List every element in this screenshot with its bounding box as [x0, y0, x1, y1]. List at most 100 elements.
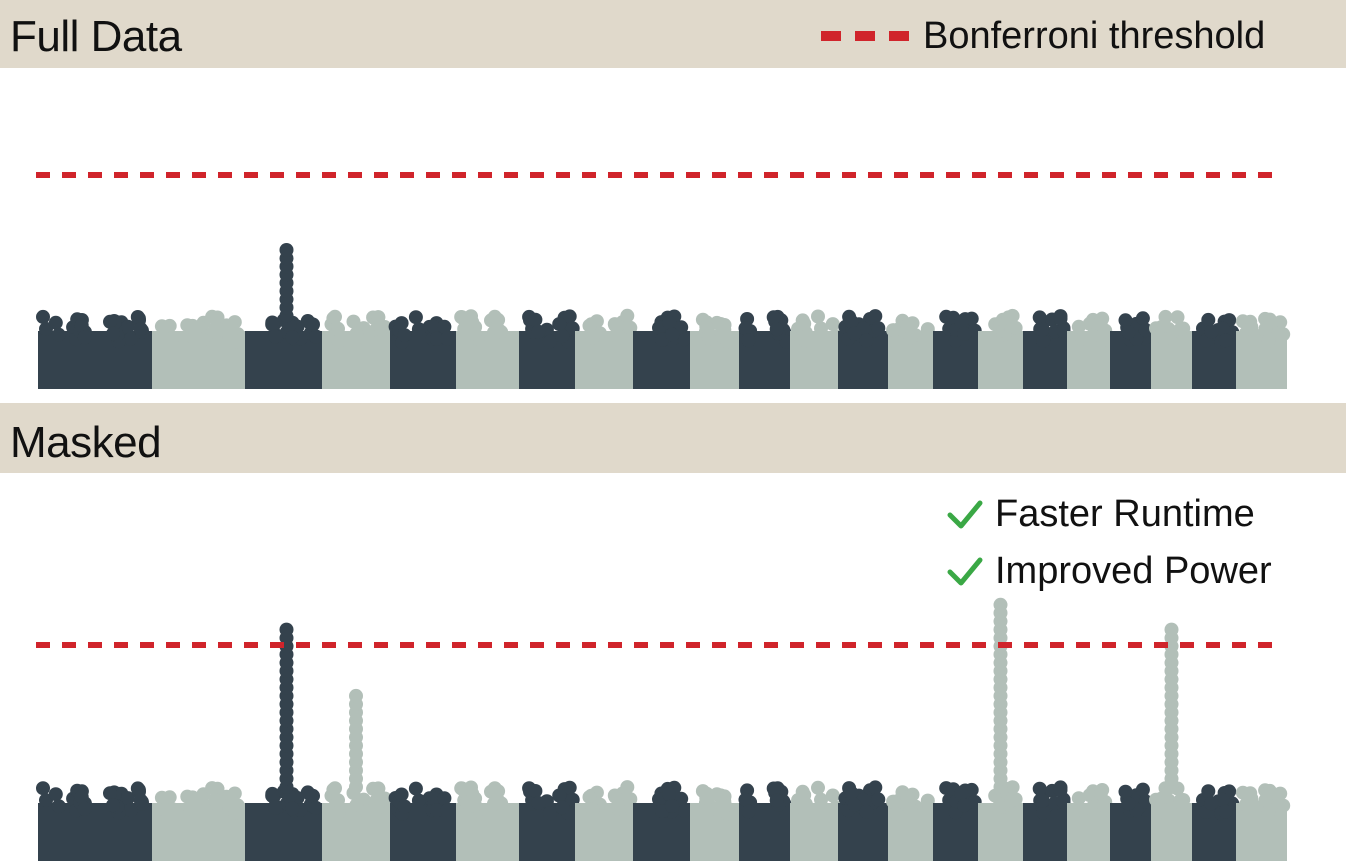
snp-point — [374, 322, 389, 337]
snp-point — [1173, 322, 1188, 337]
snp-point — [437, 319, 452, 334]
snp-point — [306, 317, 320, 332]
snp-point — [397, 328, 412, 343]
snp-point — [440, 803, 455, 818]
benefit-label: Improved Power — [995, 550, 1272, 592]
snp-point — [903, 330, 918, 345]
snp-point — [411, 793, 426, 808]
snp-point — [51, 799, 66, 814]
snp-point — [328, 309, 342, 324]
peak-snp-point — [279, 243, 294, 257]
snp-point — [1036, 334, 1051, 349]
snp-point — [1261, 805, 1276, 820]
snp-point — [285, 330, 300, 345]
snp-point — [713, 788, 728, 803]
snp-point — [844, 314, 859, 329]
snp-point — [186, 331, 201, 346]
snp-point — [716, 800, 731, 815]
snp-point — [408, 310, 423, 325]
snp-point — [1154, 320, 1169, 335]
snp-point — [359, 333, 374, 348]
snp-point — [346, 314, 361, 329]
snp-point — [713, 317, 728, 331]
snp-point — [157, 802, 172, 817]
snp-point — [437, 791, 452, 806]
snp-point — [610, 329, 625, 344]
snp-point — [582, 318, 597, 333]
snp-point — [225, 793, 240, 808]
snp-point — [889, 806, 904, 821]
snp-point — [36, 309, 50, 324]
snp-point — [562, 309, 577, 324]
snp-point — [954, 786, 969, 801]
snp-point — [1093, 786, 1108, 801]
snp-point — [394, 787, 409, 802]
peak-snp-point — [993, 597, 1008, 612]
peak-snp-point — [279, 622, 294, 637]
snp-point — [285, 801, 300, 816]
snp-point — [440, 331, 455, 346]
snp-point — [103, 786, 117, 801]
snp-point — [183, 319, 198, 334]
snp-point — [371, 310, 386, 325]
snp-point — [309, 800, 323, 815]
peak-snp-point — [349, 688, 363, 703]
snp-point — [1135, 782, 1150, 797]
snp-point — [677, 803, 692, 818]
snp-point — [825, 317, 840, 332]
check-icon — [947, 500, 983, 529]
snp-point — [494, 796, 509, 811]
snp-point — [394, 316, 409, 331]
snp-point — [48, 787, 63, 802]
snp-point — [531, 796, 546, 810]
snp-point — [886, 794, 901, 809]
peak-snp-point — [1164, 622, 1179, 637]
snp-point — [1118, 313, 1133, 328]
snp-point — [331, 805, 346, 820]
snp-point — [1085, 328, 1100, 343]
snp-point — [811, 780, 825, 795]
benefit-label: Faster Runtime — [995, 493, 1255, 535]
snp-point — [74, 318, 89, 333]
chromosome-22-points — [1236, 331, 1287, 389]
snp-point — [844, 785, 859, 800]
snp-point — [130, 310, 145, 324]
snp-point — [665, 799, 680, 813]
snp-point — [555, 329, 570, 344]
snp-point — [106, 326, 120, 341]
snp-point — [331, 321, 345, 336]
snp-point — [766, 781, 781, 796]
snp-point — [1053, 783, 1068, 798]
snp-point — [964, 311, 979, 326]
snp-point — [328, 781, 342, 796]
snp-point — [1258, 321, 1273, 336]
snp-point — [699, 319, 714, 334]
manhattan-plot-masked — [36, 597, 1291, 861]
snp-point — [738, 321, 753, 336]
snp-point — [552, 317, 567, 332]
snp-point — [491, 784, 506, 799]
snp-point — [665, 327, 680, 342]
snp-point — [847, 326, 862, 341]
snp-point — [607, 788, 622, 803]
snp-point — [1032, 310, 1047, 325]
snp-point — [769, 793, 784, 808]
snp-point — [208, 321, 223, 336]
snp-point — [265, 317, 280, 332]
snp-point — [374, 793, 389, 808]
snp-point — [309, 329, 323, 344]
snp-point — [800, 800, 815, 814]
snp-point — [957, 326, 972, 341]
snp-point — [1215, 321, 1230, 336]
snp-point — [51, 327, 66, 342]
snp-point — [868, 309, 883, 324]
snp-point — [957, 798, 972, 813]
snp-point — [825, 788, 840, 803]
snp-point — [491, 312, 506, 327]
snp-point — [1036, 805, 1051, 820]
snp-point — [306, 788, 320, 803]
legend-label: Bonferroni threshold — [923, 15, 1266, 57]
snp-point — [268, 329, 283, 344]
snp-point — [871, 321, 886, 336]
snp-point — [1244, 320, 1259, 334]
